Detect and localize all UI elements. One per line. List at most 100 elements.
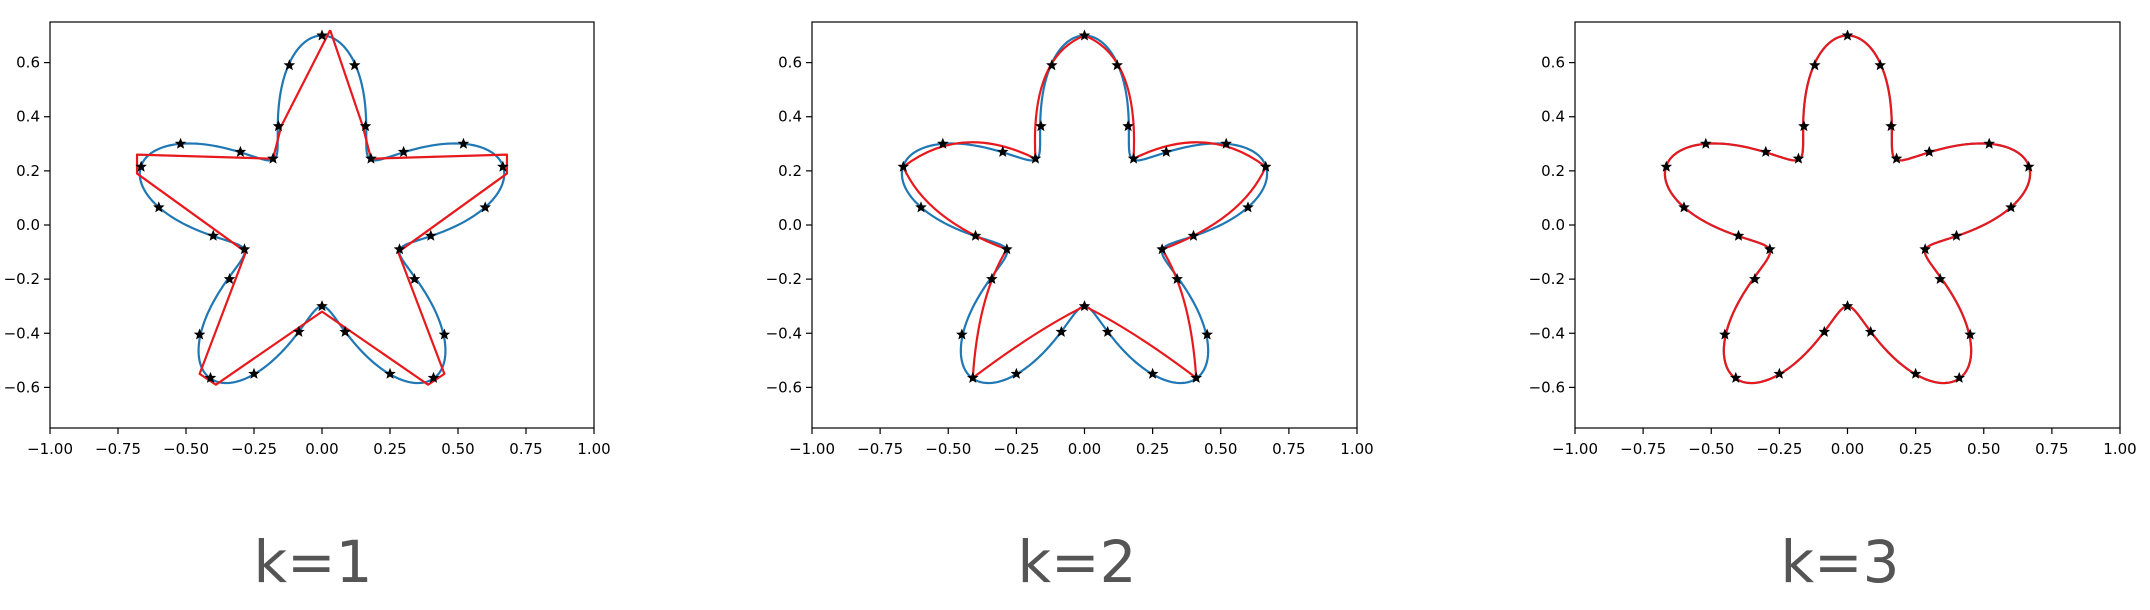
sample-point-marker: [1146, 367, 1159, 379]
x-tick-label: 0.25: [1136, 440, 1169, 458]
sample-point-marker: [479, 201, 491, 213]
sample-point-marker: [986, 273, 998, 285]
sample-point-marker: [1046, 59, 1058, 71]
sample-point-marker: [1950, 229, 1963, 241]
sample-point-marker: [408, 273, 421, 285]
y-tick-label: 0.4: [16, 108, 40, 126]
y-tick-label: 0.2: [1541, 162, 1565, 180]
sample-point-marker: [234, 145, 247, 157]
true-curve-line: [900, 34, 1269, 385]
sample-point-marker: [1122, 120, 1134, 132]
y-tick-label: 0.6: [1541, 54, 1565, 72]
sample-point-marker: [283, 59, 296, 71]
y-tick-label: −0.6: [1529, 378, 1565, 396]
sample-point-marker: [438, 328, 451, 340]
sample-point-marker: [1127, 152, 1140, 164]
sample-point-marker: [1818, 325, 1831, 337]
spline-fit-line: [902, 34, 1267, 380]
sample-point-marker: [1201, 328, 1213, 340]
sample-point-marker: [1732, 229, 1745, 241]
y-tick-label: −0.2: [4, 270, 40, 288]
sample-point-marker: [956, 328, 968, 340]
sample-point-marker: [1759, 145, 1772, 157]
sample-point-marker: [969, 229, 982, 241]
y-tick-label: −0.4: [4, 324, 40, 342]
x-tick-label: 0.00: [305, 440, 338, 458]
sample-point-marker: [1171, 273, 1183, 285]
sample-point-marker: [1841, 300, 1854, 312]
sample-point-marker: [397, 145, 410, 157]
sample-point-marker: [193, 328, 206, 340]
sample-point-marker: [1242, 201, 1254, 213]
sample-point-marker: [1885, 120, 1897, 132]
sample-point-marker: [1964, 328, 1976, 340]
y-tick-label: −0.6: [4, 378, 40, 396]
y-tick-label: 0.0: [1541, 216, 1565, 234]
sample-point-marker: [1190, 371, 1202, 383]
x-tick-label: 0.75: [2035, 440, 2068, 458]
y-tick-label: −0.2: [1529, 270, 1565, 288]
x-tick-label: −0.25: [1756, 440, 1802, 458]
sample-point-marker: [135, 160, 147, 172]
x-tick-label: −0.25: [231, 440, 277, 458]
sample-point-marker: [1187, 229, 1200, 241]
sample-point-marker: [967, 371, 979, 383]
x-tick-label: −1.00: [789, 440, 835, 458]
sample-point-marker: [1719, 328, 1731, 340]
sample-point-marker: [897, 160, 910, 172]
y-tick-label: 0.0: [16, 216, 40, 234]
sample-point-marker: [1035, 120, 1047, 132]
y-tick-label: 0.4: [778, 108, 802, 126]
x-tick-label: −1.00: [27, 440, 73, 458]
x-tick-label: 0.75: [1272, 440, 1305, 458]
y-tick-label: −0.4: [1529, 324, 1565, 342]
y-tick-label: 0.6: [16, 54, 40, 72]
axes-frame: [1574, 21, 2121, 429]
sample-point-marker: [1001, 243, 1013, 255]
sample-point-marker: [937, 137, 949, 149]
spline-fit-line: [135, 29, 509, 386]
spline-fit-line: [1663, 34, 2032, 385]
sample-point-marker: [393, 243, 406, 255]
sample-point-marker: [348, 59, 361, 71]
x-tick-label: 0.75: [509, 440, 542, 458]
sample-point-marker: [2022, 160, 2035, 172]
y-tick-label: −0.2: [766, 270, 802, 288]
x-tick-label: 0.25: [373, 440, 406, 458]
sample-point-marker: [1010, 367, 1023, 379]
x-tick-label: −0.50: [925, 440, 971, 458]
x-tick-label: 1.00: [577, 440, 610, 458]
sample-point-marker: [267, 152, 279, 164]
sample-point-marker: [1934, 273, 1946, 285]
x-tick-label: 0.25: [1899, 440, 1932, 458]
true-curve-line: [1663, 34, 2032, 385]
sample-point-marker: [1764, 243, 1776, 255]
sample-point-marker: [1983, 137, 1995, 149]
y-tick-label: 0.0: [778, 216, 802, 234]
x-tick-label: −0.50: [163, 440, 209, 458]
sample-point-marker: [915, 201, 927, 213]
sample-point-marker: [272, 120, 285, 132]
sample-point-marker: [996, 145, 1009, 157]
sample-point-marker: [1160, 145, 1173, 157]
y-tick-label: 0.2: [778, 162, 802, 180]
sample-point-marker: [1890, 152, 1903, 164]
sample-point-marker: [365, 152, 377, 164]
sample-point-marker: [207, 229, 219, 241]
x-tick-label: −0.25: [993, 440, 1039, 458]
chart-panel-1: −1.00 −0.75 −0.50 −0.25 0.00 0.25 0.50 0.75 1.00…: [4, 21, 611, 596]
sample-point-marker: [2005, 201, 2017, 213]
axes-frame: [811, 21, 1358, 429]
y-tick-label: 0.2: [16, 162, 40, 180]
sample-point-marker: [1909, 367, 1922, 379]
axes-frame: [49, 21, 595, 429]
sample-point-marker: [238, 243, 251, 255]
sample-point-marker: [316, 300, 328, 312]
sample-point-marker: [1101, 325, 1114, 337]
sample-point-marker: [1864, 325, 1877, 337]
sample-point-marker: [1773, 367, 1786, 379]
sample-point-marker: [339, 325, 351, 337]
panel-caption: k=3: [1780, 528, 1899, 596]
y-tick-label: 0.6: [778, 54, 802, 72]
